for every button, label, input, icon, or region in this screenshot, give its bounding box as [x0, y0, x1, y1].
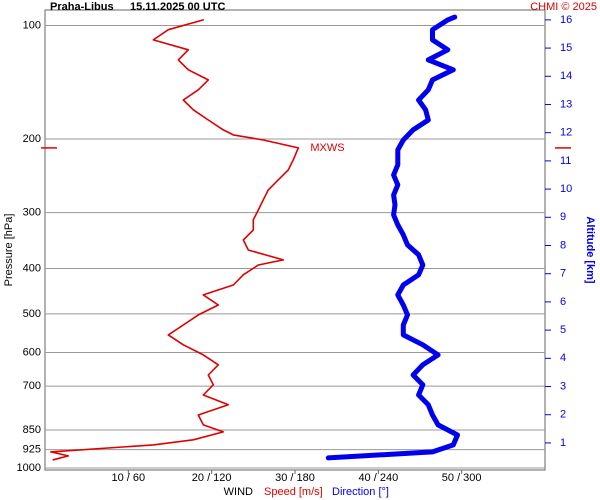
- y-tick-label: 700: [23, 380, 41, 392]
- y-tick-label: 400: [23, 262, 41, 274]
- x-tick-label: 40 / 240: [358, 472, 398, 484]
- y-tick-label: 300: [23, 207, 41, 219]
- y2-tick-label: 10: [560, 183, 572, 195]
- y-tick-label: 500: [23, 308, 41, 320]
- y2-axis-label: Altitude [km]: [584, 216, 596, 284]
- direction-line: [325, 14, 460, 461]
- y-axis-label: Pressure [hPa]: [3, 214, 15, 287]
- max-wind-label: MXWS: [310, 142, 344, 154]
- x-tick-label: 20 / 120: [192, 472, 232, 484]
- credit: CHMI © 2025: [530, 1, 597, 13]
- y2-tick-label: 7: [560, 268, 566, 280]
- y-tick-label: 850: [23, 424, 41, 436]
- x-tick-label: 10 / 60: [112, 472, 146, 484]
- time: 15.11.2025 00 UTC: [130, 1, 225, 13]
- x-tick-label: 50 / 300: [442, 472, 482, 484]
- y2-tick-label: 2: [560, 409, 566, 421]
- y-tick-label: 200: [23, 133, 41, 145]
- y2-tick-label: 8: [560, 239, 566, 251]
- x-axis-label: WIND: [224, 486, 253, 498]
- y2-tick-label: 5: [560, 324, 566, 336]
- y-tick-label: 100: [23, 19, 41, 31]
- y2-tick-label: 9: [560, 211, 566, 223]
- y2-tick-label: 12: [560, 127, 572, 139]
- y2-tick-label: 15: [560, 42, 572, 54]
- y2-tick-label: 13: [560, 98, 572, 110]
- y2-tick-label: 11: [560, 155, 571, 167]
- plot-frame: [44, 9, 546, 471]
- legend-direction: Direction [°]: [332, 486, 389, 498]
- y-tick-label: 925: [23, 444, 41, 456]
- y2-tick-label: 1: [560, 437, 566, 449]
- y-tick-label: 600: [23, 346, 41, 358]
- y2-tick-label: 3: [560, 380, 566, 392]
- y2-tick-label: 16: [560, 14, 572, 26]
- y2-tick-label: 6: [560, 296, 566, 308]
- station: Praha-Libus: [50, 1, 114, 13]
- y-tick-label: 1000: [17, 462, 41, 474]
- y2-tick-label: 14: [560, 70, 572, 82]
- speed-line: [50, 19, 300, 461]
- x-tick-label: 30 / 180: [275, 472, 315, 484]
- legend-speed: Speed [m/s]: [264, 486, 323, 498]
- y2-tick-label: 4: [560, 352, 566, 364]
